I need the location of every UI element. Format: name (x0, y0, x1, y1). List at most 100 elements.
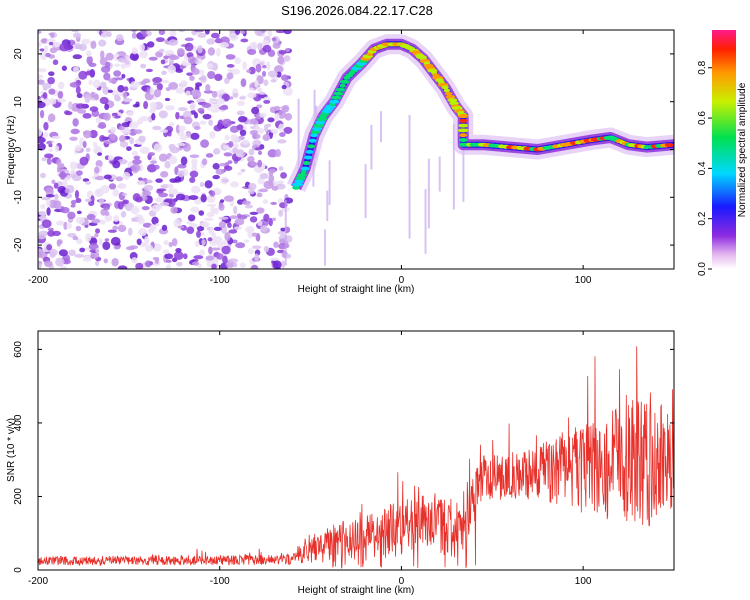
noise-blob (146, 41, 155, 48)
noise-blob (121, 129, 132, 135)
noise-blob (228, 32, 239, 41)
trace-hotspot (303, 155, 313, 160)
noise-blob (47, 76, 56, 85)
noise-blob (42, 82, 52, 89)
noise-blob (227, 160, 233, 165)
noise-blob (38, 128, 43, 137)
noise-blob (181, 62, 192, 67)
noise-blob (75, 170, 83, 176)
noise-blob (75, 216, 85, 225)
snr-x-label: Height of straight line (km) (298, 585, 415, 596)
colorbar-tick-label: 0.6 (697, 111, 708, 125)
noise-blob (168, 81, 179, 90)
noise-blob (38, 95, 41, 100)
colorbar: 0.0 0.2 0.4 0.6 0.8 Normalized spectral ampl… (697, 30, 748, 276)
noise-blob (69, 136, 78, 141)
noise-blob (207, 47, 216, 56)
noise-blob (176, 261, 183, 267)
trace-hotspot (339, 79, 350, 84)
trace-hotspot (316, 117, 328, 122)
noise-blob (60, 163, 65, 169)
noise-blob (198, 210, 205, 216)
noise-blob (98, 39, 107, 47)
noise-blob (247, 156, 255, 163)
noise-blob (278, 180, 285, 184)
noise-blob (44, 153, 54, 159)
noise-blob (164, 97, 171, 102)
noise-blob (205, 84, 211, 92)
noise-blob (125, 61, 130, 65)
noise-blob (280, 172, 288, 179)
noise-blob (38, 211, 47, 216)
noise-blob (90, 40, 97, 49)
noise-blob (133, 129, 143, 134)
noise-blob (221, 178, 230, 183)
noise-blob (189, 154, 200, 159)
noise-blob (275, 30, 286, 34)
noise-blob (207, 203, 217, 207)
noise-blob (48, 71, 55, 77)
noise-blob (56, 158, 62, 167)
noise-blob (41, 219, 52, 229)
noise-blob (175, 111, 180, 120)
noise-blob (268, 170, 274, 177)
trace-hotspot (449, 101, 459, 106)
noise-blob (100, 50, 105, 59)
noise-blob (86, 213, 96, 221)
noise-blob (176, 142, 186, 147)
noise-blob (281, 260, 286, 269)
noise-blob (112, 188, 120, 197)
noise-blob (164, 160, 171, 169)
noise-blob (191, 158, 198, 166)
noise-blob (54, 145, 60, 152)
noise-blob (156, 188, 167, 192)
noise-blob (95, 228, 101, 234)
y-tick-label: 0 (13, 146, 24, 152)
noise-blob (228, 140, 234, 148)
noise-blob (45, 194, 55, 198)
noise-blob (267, 117, 275, 123)
noise-blob (218, 203, 225, 211)
noise-blob (40, 204, 46, 210)
noise-blob (207, 237, 213, 242)
noise-blob (263, 99, 271, 104)
trace-hotspot (457, 128, 469, 133)
noise-blob (75, 197, 82, 204)
noise-blob (199, 182, 205, 188)
figure-title: S196.2026.084.22.17.C28 (281, 3, 433, 18)
noise-blob (118, 126, 125, 131)
noise-blob (273, 65, 284, 74)
noise-blob (99, 135, 106, 142)
trace-hotspot (313, 123, 325, 128)
y-tick-label: -10 (13, 190, 24, 205)
noise-blob (212, 174, 220, 180)
noise-blob (273, 241, 279, 248)
trace-hotspot (315, 120, 326, 125)
noise-blob (160, 171, 169, 178)
noise-blob (211, 62, 218, 71)
noise-blob (276, 71, 282, 78)
noise-blob (259, 61, 264, 66)
noise-blob (280, 227, 286, 232)
noise-blob (122, 192, 128, 196)
noise-blob (274, 149, 282, 158)
noise-blob (111, 258, 119, 267)
noise-blob (185, 90, 191, 97)
noise-blob (119, 134, 126, 143)
noise-blob (38, 68, 47, 73)
noise-blob (45, 187, 54, 197)
noise-blob (153, 143, 163, 152)
noise-blob (74, 253, 85, 258)
noise-blob (67, 101, 73, 110)
noise-blob (167, 183, 174, 189)
trace-hotspot (300, 169, 307, 174)
noise-blob (203, 90, 214, 94)
noise-blob (170, 206, 178, 214)
noise-blob (131, 217, 137, 222)
noise-blob (163, 240, 170, 246)
noise-blob (262, 44, 272, 53)
noise-blob (218, 221, 226, 229)
noise-blob (82, 140, 87, 149)
noise-blob (270, 79, 277, 83)
